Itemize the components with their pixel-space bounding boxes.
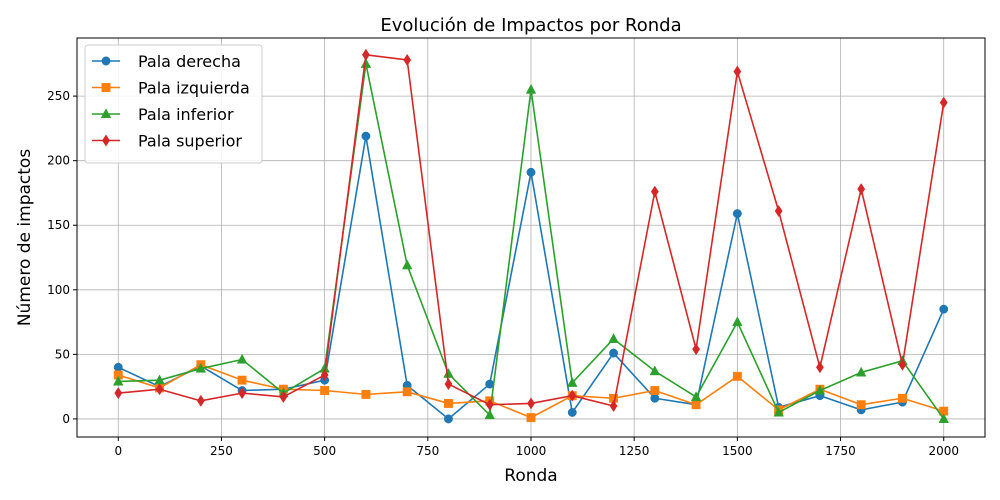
- x-tick-label: 1500: [722, 444, 753, 458]
- data-point: [485, 398, 494, 411]
- legend-box: [84, 44, 263, 164]
- data-point: [855, 366, 867, 377]
- data-point: [443, 367, 454, 378]
- data-point: [113, 362, 123, 372]
- data-point: [568, 389, 577, 402]
- data-point: [939, 304, 949, 314]
- data-point: [195, 362, 207, 373]
- ticks: 0 250 500 750 1000 1250 1500 1750 2000 0 50 100 150 2…: [47, 89, 959, 458]
- data-point: [113, 375, 124, 386]
- grid: [77, 38, 985, 437]
- data-point: [773, 406, 784, 417]
- series-pala-inferior: [113, 58, 949, 423]
- x-axis-title: Ronda: [504, 466, 557, 486]
- data-point: [361, 389, 371, 399]
- data-point: [774, 204, 783, 218]
- legend-label: Pala derecha: [138, 52, 241, 71]
- data-point: [732, 209, 742, 219]
- data-point: [527, 397, 535, 410]
- data-point: [898, 358, 907, 371]
- legend-marker: [101, 83, 111, 92]
- legend-marker: [101, 56, 111, 66]
- data-point: [444, 377, 453, 391]
- data-point: [733, 65, 742, 78]
- data-point: [114, 387, 123, 400]
- data-point: [857, 183, 866, 196]
- legend-label: Pala inferior: [138, 105, 234, 124]
- x-tick-label: 1000: [516, 444, 547, 458]
- data-point: [526, 167, 536, 177]
- legend-label: Pala izquierda: [138, 79, 250, 98]
- x-tick-label: 0: [114, 444, 122, 458]
- x-tick-label: 1750: [825, 444, 856, 458]
- data-point: [649, 365, 661, 376]
- data-point: [567, 377, 578, 387]
- x-tick-label: 1250: [619, 444, 650, 458]
- data-point: [196, 394, 205, 407]
- data-point: [403, 53, 412, 67]
- data-point: [320, 368, 329, 382]
- data-point: [690, 391, 702, 402]
- data-point: [650, 185, 659, 198]
- data-point: [484, 409, 495, 420]
- data-point: [238, 387, 246, 400]
- legend-marker: [100, 108, 112, 119]
- data-point: [444, 414, 453, 424]
- x-tick-label: 2000: [928, 444, 959, 458]
- y-tick-label: 100: [47, 283, 70, 297]
- data-point: [401, 259, 413, 270]
- data-point: [320, 386, 330, 395]
- x-tick-label: 250: [210, 444, 233, 458]
- y-tick-label: 250: [47, 89, 70, 103]
- data-point: [360, 58, 372, 68]
- data-point: [362, 48, 370, 61]
- series-group: [113, 48, 949, 424]
- y-tick-label: 50: [55, 347, 70, 361]
- data-point: [609, 399, 618, 413]
- series-pala-superior: [114, 48, 948, 413]
- y-tick-label: 200: [47, 154, 70, 168]
- legend-item: Pala inferior: [92, 105, 234, 124]
- data-point: [444, 398, 453, 408]
- data-point: [898, 393, 907, 403]
- legend-item: Pala izquierda: [92, 79, 250, 98]
- data-point: [526, 413, 536, 423]
- data-point: [525, 83, 537, 94]
- data-point: [939, 96, 948, 109]
- data-point: [816, 361, 824, 374]
- data-point: [692, 343, 700, 356]
- data-point: [650, 393, 660, 403]
- data-point: [567, 408, 577, 417]
- data-point: [650, 386, 660, 395]
- x-tick-label: 750: [416, 444, 439, 458]
- data-point: [237, 375, 247, 385]
- y-axis-title: Número de impactos: [15, 149, 35, 326]
- y-tick-label: 150: [47, 218, 70, 232]
- data-point: [938, 413, 949, 423]
- data-point: [732, 316, 743, 327]
- x-tick-label: 500: [313, 444, 336, 458]
- legend-marker: [102, 134, 110, 147]
- legend-label: Pala superior: [138, 132, 242, 151]
- data-point: [732, 371, 742, 381]
- legend-item: Pala derecha: [92, 52, 241, 71]
- chart-title: Evolución de Impactos por Ronda: [380, 15, 681, 36]
- data-point: [608, 333, 619, 343]
- data-point: [155, 383, 164, 396]
- legend: Pala derecha Pala izquierda Pala inferior P…: [84, 44, 263, 164]
- data-point: [236, 353, 248, 364]
- data-point: [691, 400, 701, 410]
- data-point: [814, 384, 826, 395]
- y-tick-label: 0: [62, 412, 70, 426]
- data-point: [856, 400, 866, 410]
- data-point: [279, 390, 288, 404]
- data-point: [402, 387, 412, 397]
- data-point: [609, 348, 618, 358]
- legend-item: Pala superior: [92, 132, 242, 151]
- data-point: [361, 131, 371, 141]
